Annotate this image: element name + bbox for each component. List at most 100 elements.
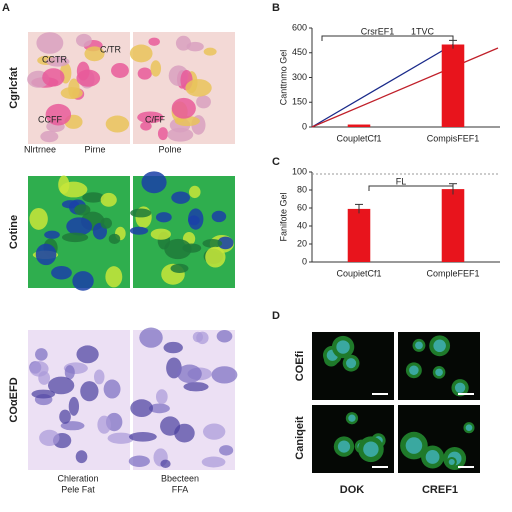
image-label: C/FF [145,114,165,124]
cell-blob [148,403,170,414]
image-caption: Bbecteen [161,473,199,483]
bar [441,189,465,262]
y-tick-label: 0 [302,256,307,266]
cell-blob [130,208,152,218]
y-tick-label: 100 [292,166,307,176]
cell-core [409,365,419,376]
cell-blob [216,330,233,343]
cell-core [348,414,356,422]
cell-blob [35,243,57,266]
cell-blob [76,345,99,364]
cell-blob [202,239,223,248]
row-label: Caniqeit [294,416,306,460]
cell-blob [202,423,226,440]
column-label: CREF1 [422,484,458,496]
image-caption: Chleration [57,473,98,483]
cell-blob [38,371,51,385]
cell-blob [171,191,190,204]
y-tick-label: 80 [297,184,307,194]
cell-blob [128,455,150,467]
cell-blob [44,230,60,239]
cell-blob [155,212,172,223]
annotation: FL [396,176,407,186]
cell-blob [188,208,204,230]
cell-blob [219,445,234,456]
y-axis-label: Canttnmo Gel [278,50,288,106]
cell-blob [107,432,135,444]
cell-core [465,424,473,432]
cell-core [363,441,379,457]
y-tick-label: 600 [292,22,307,32]
cell-blob [45,103,72,126]
cell-blob [211,366,238,384]
cell-core [433,339,446,353]
cell-blob [84,46,105,62]
cell-blob [183,382,209,392]
cell-blob [203,47,217,56]
cell-blob [82,192,105,203]
image-caption: Pirne [84,144,105,154]
row-label: Cotine [8,215,20,249]
cell-blob [211,210,227,223]
cell-blob [185,79,212,97]
cell-core [337,440,351,453]
cell-core [336,340,350,354]
cell-blob [75,33,92,47]
cell-blob [97,415,112,434]
row-label: COEfi [294,351,306,382]
cell-blob [61,232,89,243]
image-caption: Polne [158,144,181,154]
cell-blob [129,44,153,63]
cell-blob [40,130,59,143]
cell-blob [217,236,234,250]
cell-blob [205,246,226,268]
micrograph [133,330,235,470]
cell-core [405,437,423,454]
cell-blob [35,348,48,361]
cell-blob [31,389,56,399]
cell-blob [64,365,75,380]
image-label: CCFF [38,114,62,124]
y-tick-label: 150 [292,97,307,107]
cell-blob [76,69,101,87]
panel-label: A [2,2,10,14]
cell-blob [137,67,152,80]
bar [347,124,371,127]
cell-blob [61,200,79,209]
panel-label: C [272,156,280,168]
cell-blob [68,396,80,416]
cell-blob [51,266,72,280]
y-tick-label: 300 [292,72,307,82]
bar [347,208,371,262]
cell-blob [157,127,169,141]
cell-blob [201,456,226,468]
y-tick-label: 60 [297,202,307,212]
cell-blob [177,364,202,384]
image-label: C/TR [100,44,121,54]
cell-blob [100,217,113,229]
cell-blob [167,127,194,142]
y-axis-label: Fanifote Gel [278,192,288,241]
cell-blob [137,111,164,124]
cell-blob [111,63,129,78]
cell-blob [139,327,163,348]
y-tick-label: 0 [302,121,307,131]
panel-label: D [272,310,280,322]
annotation: 1TVC [411,26,435,36]
cell-core [425,450,440,464]
cell-blob [129,226,149,235]
cell-blob [150,228,171,240]
cell-core [435,368,443,377]
cell-blob [47,376,75,395]
y-tick-label: 40 [297,220,307,230]
cell-blob [36,32,64,54]
cell-blob [163,341,183,354]
row-label: COαEFD [8,377,20,422]
cell-blob [148,37,160,46]
cell-blob [140,121,152,131]
row-label: Cgrlcfat [8,67,20,109]
cell-blob [29,207,48,230]
cell-blob [141,171,167,194]
trend-line [311,43,454,128]
